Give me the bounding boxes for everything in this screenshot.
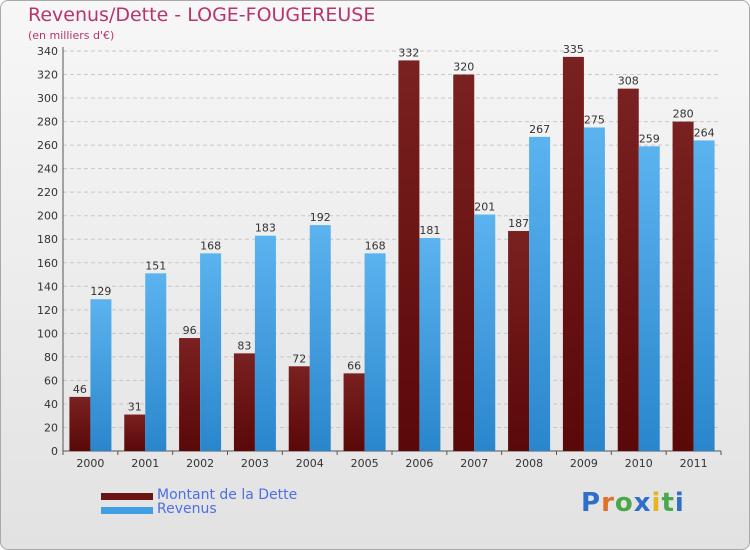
x-tick-label: 2002 — [186, 457, 214, 470]
data-label: 335 — [563, 43, 584, 56]
y-tick-label: 320 — [37, 69, 58, 82]
bar-dette — [398, 60, 420, 451]
chart-subtitle: (en milliers d'€) — [28, 29, 115, 42]
data-label: 308 — [618, 75, 639, 88]
data-label: 187 — [508, 217, 529, 230]
logo-letter: P — [581, 488, 602, 518]
legend-swatch-revenus — [101, 507, 153, 514]
y-tick-label: 200 — [37, 210, 58, 223]
y-tick-label: 40 — [44, 398, 58, 411]
legend-label-dette: Montant de la Dette — [157, 487, 298, 503]
data-label: 72 — [292, 352, 306, 365]
y-tick-label: 180 — [37, 233, 58, 246]
data-label: 267 — [529, 123, 550, 136]
y-tick-label: 140 — [37, 280, 58, 293]
data-label: 181 — [419, 224, 440, 237]
bar-dette — [672, 121, 694, 452]
bar-revenus — [364, 253, 386, 451]
bar-dette — [69, 396, 91, 451]
data-label: 201 — [474, 201, 495, 214]
bar-revenus — [583, 127, 605, 452]
bar-revenus — [474, 214, 496, 451]
logo-letter: i — [651, 488, 662, 518]
x-tick-label: 2006 — [405, 457, 433, 470]
y-tick-label: 300 — [37, 92, 58, 105]
legend-label-revenus: Revenus — [157, 501, 217, 517]
proxiti-logo: Proxiti — [581, 488, 685, 518]
logo-letter: t — [661, 488, 675, 518]
bar-revenus — [638, 146, 660, 451]
gridlines — [63, 50, 721, 452]
axes: 0 20 40 60 80 100 120 140 160 180 200 220 240 260 280 3… — [37, 45, 722, 470]
x-tick-label: 2004 — [296, 457, 324, 470]
bar-revenus — [419, 238, 441, 451]
data-label: 264 — [694, 126, 715, 139]
y-tick-label: 100 — [37, 327, 58, 340]
bar-revenus — [529, 136, 551, 451]
x-tick-label: 2010 — [625, 457, 653, 470]
bar-revenus — [254, 235, 276, 451]
y-tick-label: 0 — [51, 445, 58, 458]
legend-swatch-dette — [101, 493, 153, 500]
bar-revenus — [693, 140, 715, 452]
logo-letter: o — [614, 488, 634, 518]
y-tick-label: 80 — [44, 351, 58, 364]
data-label: 168 — [200, 239, 221, 252]
logo-letter: r — [601, 488, 615, 518]
x-tick-label: 2001 — [131, 457, 159, 470]
x-tick-label: 2011 — [680, 457, 708, 470]
bar-revenus — [90, 299, 112, 451]
bar-dette — [124, 414, 146, 451]
data-label: 280 — [673, 108, 694, 121]
data-label: 183 — [255, 222, 276, 235]
bar-dette — [508, 231, 530, 451]
data-label: 151 — [145, 259, 166, 272]
data-label: 332 — [398, 46, 419, 59]
x-tick-label: 2003 — [241, 457, 269, 470]
bar-revenus — [309, 225, 331, 451]
y-tick-label: 160 — [37, 257, 58, 270]
x-tick-label: 2000 — [76, 457, 104, 470]
data-label: 96 — [183, 324, 197, 337]
bars — [69, 56, 715, 452]
data-labels: 46 129 31 151 96 168 83 183 72 192 66 168 332 181 320 2… — [73, 43, 715, 414]
bar-dette — [617, 88, 639, 451]
x-tick-label: 2005 — [351, 457, 379, 470]
bar-dette — [179, 338, 201, 451]
data-label: 259 — [639, 132, 660, 145]
data-label: 66 — [347, 359, 361, 372]
y-tick-label: 20 — [44, 421, 58, 434]
y-tick-label: 120 — [37, 304, 58, 317]
logo-letter: x — [633, 488, 652, 518]
y-tick-label: 260 — [37, 139, 58, 152]
data-label: 46 — [73, 383, 87, 396]
chart-title: Revenus/Dette - LOGE-FOUGEREUSE — [28, 4, 376, 26]
data-label: 168 — [365, 239, 386, 252]
y-tick-label: 340 — [37, 45, 58, 58]
bar-dette — [562, 56, 584, 451]
data-label: 275 — [584, 113, 605, 126]
bar-dette — [233, 353, 255, 451]
bar-revenus — [145, 273, 167, 451]
x-tick-label: 2007 — [460, 457, 488, 470]
data-label: 320 — [453, 61, 474, 74]
bar-revenus — [200, 253, 222, 451]
y-tick-label: 280 — [37, 116, 58, 129]
data-label: 129 — [90, 285, 111, 298]
bar-dette — [453, 74, 475, 451]
data-label: 192 — [310, 211, 331, 224]
data-label: 31 — [128, 401, 142, 414]
x-tick-label: 2009 — [570, 457, 598, 470]
data-label: 83 — [237, 339, 251, 352]
y-tick-label: 240 — [37, 163, 58, 176]
bar-dette — [343, 373, 365, 451]
logo-letter: i — [674, 488, 685, 518]
y-tick-label: 60 — [44, 374, 58, 387]
bar-dette — [288, 366, 310, 451]
y-tick-label: 220 — [37, 186, 58, 199]
x-tick-label: 2008 — [515, 457, 543, 470]
